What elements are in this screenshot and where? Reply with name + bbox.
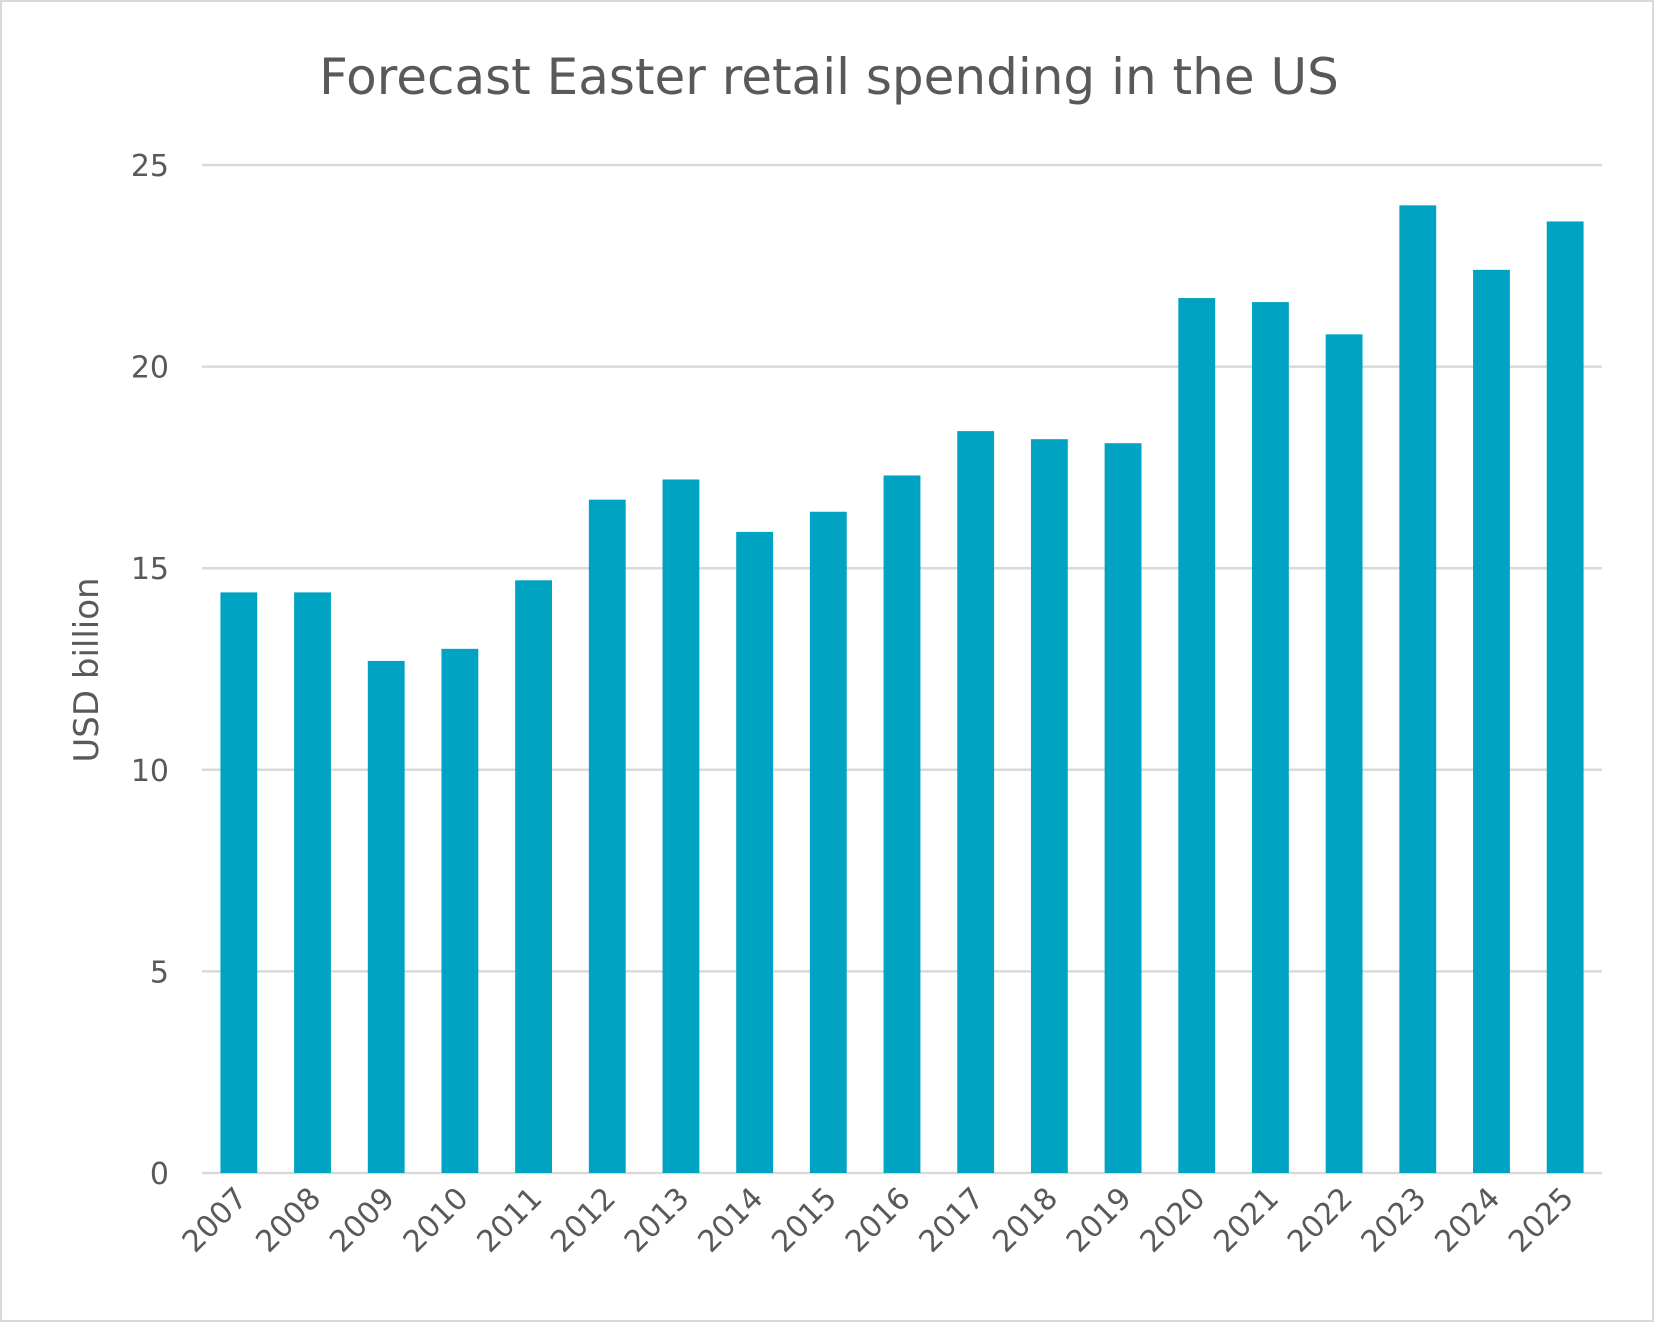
bar-2021 (1252, 302, 1289, 1173)
x-tick-label: 2007 (176, 1181, 255, 1260)
bar-2014 (736, 531, 774, 1173)
y-tick-label: 20 (131, 351, 169, 386)
bar-2009 (367, 660, 405, 1173)
bar-2025 (1546, 221, 1584, 1173)
bar-2007 (220, 592, 258, 1173)
y-axis-ticks: 0 5 10 15 20 25 (131, 149, 169, 1192)
x-tick-label: 2015 (765, 1181, 844, 1260)
bar-2010 (441, 648, 479, 1173)
bar-2018 (1030, 439, 1068, 1173)
x-tick-label: 2022 (1281, 1181, 1360, 1260)
bar-2011 (515, 580, 552, 1173)
x-tick-label: 2010 (397, 1181, 476, 1260)
x-tick-label: 2017 (913, 1181, 992, 1260)
bars (220, 205, 1584, 1174)
bar-2019 (1104, 443, 1142, 1173)
bar-2022 (1325, 334, 1363, 1173)
x-axis-ticks: 2007200820092010201120122013201420152016… (176, 1181, 1581, 1260)
x-tick-label: 2025 (1502, 1181, 1581, 1260)
bar-2013 (662, 479, 700, 1174)
x-tick-label: 2014 (692, 1181, 771, 1260)
bar-2016 (883, 475, 921, 1173)
y-tick-label: 0 (150, 1157, 169, 1192)
y-axis-label: USD billion (67, 577, 107, 762)
x-tick-label: 2009 (323, 1181, 402, 1260)
x-tick-label: 2016 (839, 1181, 918, 1260)
y-tick-label: 15 (131, 552, 169, 587)
bar-2017 (957, 431, 995, 1173)
bar-2008 (294, 592, 331, 1173)
x-tick-label: 2024 (1428, 1181, 1507, 1260)
x-tick-label: 2008 (249, 1181, 328, 1260)
x-tick-label: 2020 (1134, 1181, 1213, 1260)
x-tick-label: 2018 (986, 1181, 1065, 1260)
bar-2024 (1473, 269, 1510, 1173)
bar-2012 (588, 499, 626, 1173)
x-tick-label: 2023 (1355, 1181, 1434, 1260)
x-tick-label: 2021 (1207, 1181, 1286, 1260)
y-tick-label: 25 (131, 149, 169, 184)
chart-title: Forecast Easter retail spending in the U… (319, 48, 1339, 106)
x-tick-label: 2012 (544, 1181, 623, 1260)
bar-2020 (1178, 298, 1216, 1173)
x-tick-label: 2013 (618, 1181, 697, 1260)
y-tick-label: 10 (131, 754, 169, 789)
y-tick-label: 5 (150, 955, 169, 990)
x-tick-label: 2011 (470, 1181, 549, 1260)
bar-2023 (1399, 205, 1437, 1173)
x-tick-label: 2019 (1060, 1181, 1139, 1260)
bar-2015 (809, 511, 847, 1173)
